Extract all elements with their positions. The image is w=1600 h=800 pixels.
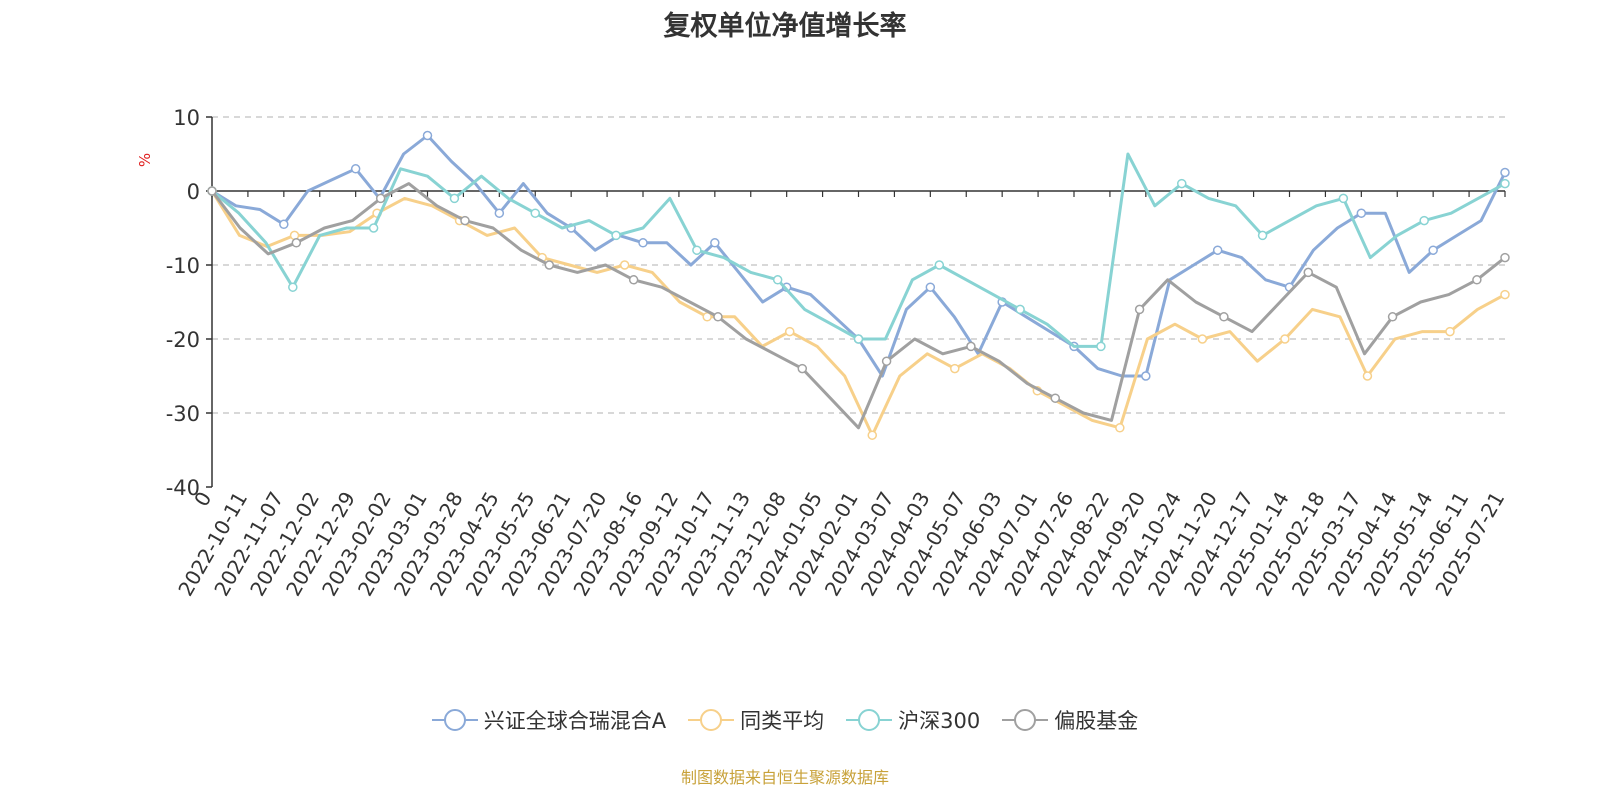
data-point <box>1197 334 1208 344</box>
data-point <box>1472 275 1482 285</box>
legend-item[interactable]: 兴证全球合瑞混合A <box>431 705 667 735</box>
data-point <box>279 219 289 230</box>
data-point <box>350 164 361 174</box>
data-point <box>291 238 302 248</box>
data-point <box>867 430 878 440</box>
data-point <box>1362 371 1373 381</box>
data-point <box>1387 312 1398 322</box>
y-tick-label: -30 <box>166 402 200 426</box>
data-point <box>1356 208 1367 218</box>
y-tick-label: -40 <box>166 476 200 500</box>
data-point <box>530 208 540 218</box>
axes: 100-10-20-30-4002022-10-112022-11-072022… <box>166 106 1510 600</box>
legend-marker <box>846 708 893 732</box>
series-line <box>210 182 1506 430</box>
chart-title: 复权单位净值增长率 <box>663 11 907 42</box>
legend-item[interactable]: 沪深300 <box>846 705 980 735</box>
data-point <box>784 326 795 337</box>
y-tick-label: -10 <box>166 254 200 278</box>
legend-label: 偏股基金 <box>1054 709 1139 733</box>
series-layer <box>207 130 1510 440</box>
data-point <box>422 130 433 141</box>
data-point <box>375 193 386 204</box>
data-point <box>1050 393 1061 403</box>
data-point <box>797 363 808 374</box>
series-line <box>211 152 1506 348</box>
data-point <box>934 260 945 270</box>
data-point <box>1500 167 1510 178</box>
y-tick-label: 0 <box>187 180 200 204</box>
data-point <box>1500 252 1510 263</box>
data-point <box>1445 326 1455 337</box>
data-point <box>1419 215 1429 226</box>
data-point <box>1115 423 1125 433</box>
data-point <box>611 230 621 241</box>
legend: 兴证全球合瑞混合A 同类平均 沪深300 偏股基金 <box>0 705 1570 735</box>
series-line <box>210 190 1506 437</box>
line-chart: 100-10-20-30-4002022-10-112022-11-072022… <box>136 106 1510 600</box>
data-point <box>692 245 702 255</box>
data-point <box>966 341 976 352</box>
data-point <box>368 223 379 233</box>
legend-label: 兴证全球合瑞混合A <box>483 709 667 733</box>
legend-label: 沪深300 <box>898 709 981 733</box>
legend-item[interactable]: 同类平均 <box>688 705 824 735</box>
data-point <box>1338 193 1349 204</box>
data-point <box>494 208 505 218</box>
source-note: 制图数据来自恒生聚源数据库 <box>680 768 889 787</box>
data-point <box>544 260 555 270</box>
legend-label: 同类平均 <box>740 709 825 733</box>
data-point <box>1280 334 1290 344</box>
data-point <box>1141 371 1151 381</box>
legend-item[interactable]: 偏股基金 <box>1002 705 1138 735</box>
data-point <box>1500 289 1510 300</box>
data-point <box>1177 178 1187 189</box>
data-point <box>1219 312 1229 322</box>
data-point <box>1015 304 1025 315</box>
y-axis-label: % <box>136 153 154 167</box>
data-point <box>449 193 460 204</box>
data-point <box>288 282 298 292</box>
data-point <box>853 334 864 344</box>
data-point <box>881 356 892 366</box>
data-point <box>1428 245 1438 255</box>
data-point <box>1212 245 1223 255</box>
data-point <box>925 282 936 292</box>
data-point <box>1303 267 1313 278</box>
legend-marker <box>431 708 478 732</box>
data-point <box>638 238 648 248</box>
y-tick-label: -20 <box>166 328 200 352</box>
data-point <box>628 275 639 285</box>
y-tick-label: 10 <box>173 106 200 130</box>
data-point <box>710 238 720 248</box>
data-point <box>1096 341 1106 352</box>
grid-lines <box>212 116 1505 414</box>
data-point <box>772 275 783 285</box>
data-point <box>1500 178 1510 189</box>
legend-marker <box>1002 708 1049 732</box>
legend-marker <box>688 708 735 732</box>
data-point <box>950 363 960 374</box>
data-point <box>207 186 217 196</box>
data-point <box>1134 304 1145 315</box>
data-point <box>460 215 470 226</box>
data-point <box>1257 230 1268 241</box>
data-point <box>619 260 630 270</box>
x-tick-label: 0 <box>189 488 216 511</box>
data-point <box>713 312 723 322</box>
